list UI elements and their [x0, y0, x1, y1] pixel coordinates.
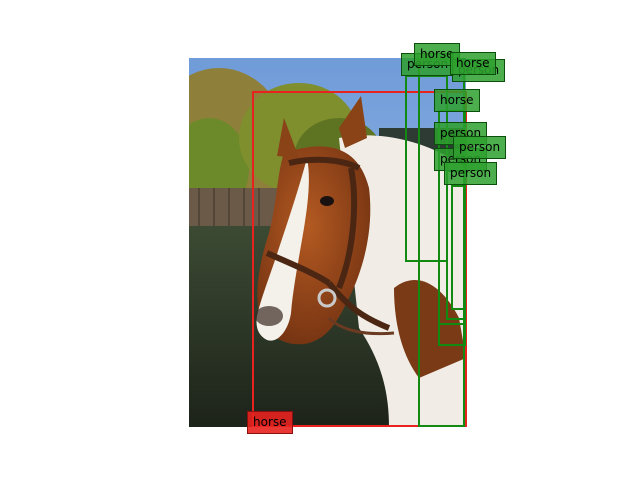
detection-label: horse — [450, 52, 496, 75]
detection-label: horse — [434, 89, 480, 112]
detection-label: person — [444, 162, 498, 185]
detection-box-horse-main — [252, 91, 467, 427]
detection-label: horse — [414, 43, 460, 66]
detection-box-person — [451, 185, 466, 310]
detection-label-horse-main: horse — [247, 411, 293, 434]
detection-label: person — [453, 136, 507, 159]
